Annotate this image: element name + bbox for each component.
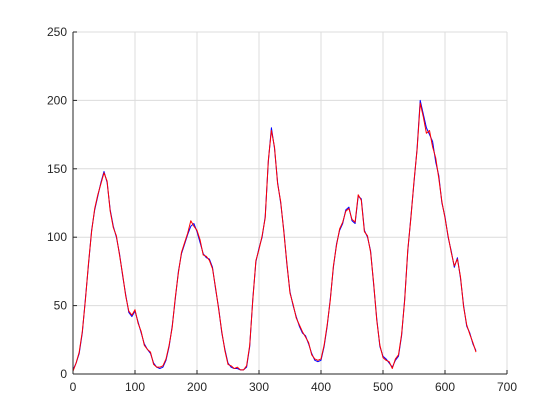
x-tick-label: 0	[70, 380, 77, 394]
x-tick-label: 100	[125, 380, 145, 394]
y-tick-label: 150	[47, 162, 67, 176]
x-tick-label: 600	[435, 380, 455, 394]
x-tick-label: 500	[373, 380, 393, 394]
y-tick-label: 50	[54, 299, 68, 313]
y-tick-label: 200	[47, 93, 67, 107]
y-tick-label: 0	[60, 367, 67, 381]
x-tick-label: 200	[187, 380, 207, 394]
y-tick-label: 250	[47, 25, 67, 39]
data-series	[72, 99, 477, 372]
y-tick-label: 100	[47, 230, 67, 244]
x-tick-label: 400	[311, 380, 331, 394]
series-line-2	[72, 102, 477, 372]
axes	[72, 31, 508, 375]
grid-lines	[72, 31, 508, 375]
x-tick-label: 300	[249, 380, 269, 394]
x-tick-label: 700	[497, 380, 517, 394]
tick-labels: 0 100 200 300 400 500 600 700 0 50 100 150 200 250	[47, 25, 517, 394]
